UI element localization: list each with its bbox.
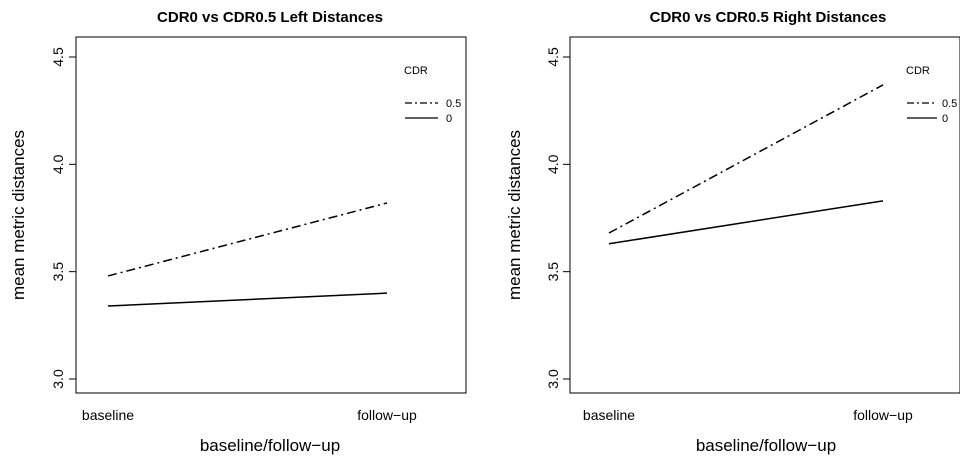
plot-frame-right: [569, 36, 960, 394]
y-tick-label-right-1: 3.5: [545, 262, 561, 282]
series-line-right-0: [608, 200, 884, 245]
x-tick-label-right-0: baseline: [583, 407, 635, 423]
y-tick-label-left-3: 4.5: [50, 47, 66, 67]
legend-right: CDR 0.5 0: [906, 65, 957, 125]
y-tick-label-right-3: 4.5: [545, 47, 561, 67]
y-axis-left: 3.0 3.5 4.0 4.5: [50, 47, 77, 389]
y-axis-title-right: mean metric distances: [505, 130, 524, 300]
x-axis-left: baseline follow−up: [82, 407, 417, 423]
legend-left: CDR 0.5 0: [404, 65, 461, 125]
legend-title-right: CDR: [906, 65, 930, 77]
series-lines-left: [107, 202, 388, 307]
series-line-left-0.5: [107, 202, 388, 277]
series-line-left-0: [107, 292, 388, 307]
series-line-right-0.5: [608, 84, 884, 234]
x-tick-label-left-1: follow−up: [357, 407, 417, 423]
x-axis-title-right: baseline/follow−up: [696, 436, 836, 455]
chart-title-right: CDR0 vs CDR0.5 Right Distances: [650, 9, 887, 26]
x-tick-label-left-0: baseline: [82, 407, 134, 423]
legend-label-0.5-right: 0.5: [942, 98, 957, 110]
legend-label-0-right: 0: [942, 113, 948, 125]
legend-label-0-left: 0: [446, 113, 452, 125]
chart-title-left: CDR0 vs CDR0.5 Left Distances: [157, 9, 383, 26]
y-axis-title-left: mean metric distances: [9, 130, 28, 300]
y-tick-label-left-2: 4.0: [50, 154, 66, 174]
plot-frame-left: [75, 36, 467, 394]
y-axis-right: 3.0 3.5 4.0 4.5: [545, 47, 571, 389]
y-tick-label-left-1: 3.5: [50, 262, 66, 282]
series-lines-right: [608, 84, 884, 245]
legend-label-0.5-left: 0.5: [446, 98, 461, 110]
y-tick-label-right-0: 3.0: [545, 369, 561, 389]
x-axis-right: baseline follow−up: [583, 407, 913, 423]
panel-left: CDR0 vs CDR0.5 Left Distances 3.0 3.5 4.0 4…: [9, 9, 467, 455]
y-tick-label-left-0: 3.0: [50, 369, 66, 389]
y-tick-label-right-2: 4.0: [545, 154, 561, 174]
legend-title-left: CDR: [404, 65, 428, 77]
x-tick-label-right-1: follow−up: [853, 407, 913, 423]
panel-right: CDR0 vs CDR0.5 Right Distances 3.0 3.5 4.0…: [505, 9, 960, 455]
x-axis-title-left: baseline/follow−up: [200, 436, 340, 455]
